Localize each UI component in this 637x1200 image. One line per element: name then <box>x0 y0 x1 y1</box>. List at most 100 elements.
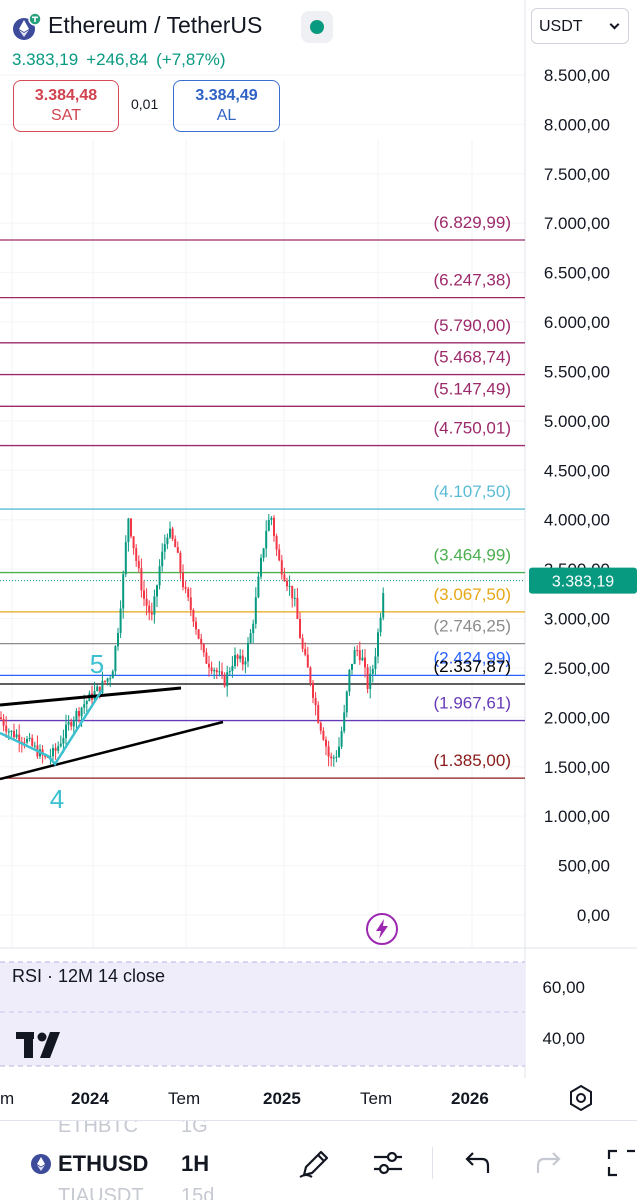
candle-body <box>166 537 169 545</box>
trend-line-upper[interactable] <box>0 686 182 707</box>
live-status-icon[interactable] <box>301 11 333 43</box>
symbol-selector[interactable]: ETHUSD <box>58 1151 149 1176</box>
currency-select[interactable]: USDT <box>531 8 629 44</box>
candle-body <box>260 557 262 577</box>
candle-body <box>288 585 291 587</box>
candle-body <box>7 731 10 733</box>
last-price-tag <box>529 567 637 594</box>
candle-body <box>325 739 327 747</box>
candle-body <box>75 711 78 721</box>
time-axis[interactable]: m 2024 Tem 2025 Tem 2026 <box>0 1078 637 1120</box>
candle-body <box>228 671 231 673</box>
candle-body <box>67 722 70 725</box>
fib-level-label: (1.385,00) <box>434 751 512 770</box>
undo-icon[interactable] <box>458 1145 494 1181</box>
fib-level-label: (3.464,99) <box>434 546 512 565</box>
lightning-icon[interactable] <box>365 912 399 946</box>
candle-body <box>145 598 148 606</box>
interval-selector[interactable]: 1H <box>181 1151 210 1176</box>
rsi-title[interactable]: RSI · 12M 14 close <box>8 964 170 989</box>
fib-level-label: (1.967,61) <box>434 694 512 713</box>
tradingview-logo <box>16 1032 60 1058</box>
candle-body <box>249 633 252 643</box>
candle-body <box>377 632 379 657</box>
candle-body <box>44 755 47 757</box>
candle-body <box>114 646 117 672</box>
candle-body <box>358 650 361 661</box>
pencil-icon[interactable] <box>296 1145 332 1181</box>
candle-body <box>111 671 114 679</box>
price-axis-label: 0,00 <box>577 906 610 925</box>
ethereum-tether-logo <box>13 12 42 40</box>
candle-body <box>252 623 255 634</box>
hexagon-settings-icon[interactable] <box>566 1083 596 1113</box>
time-label: Tem <box>360 1089 393 1108</box>
candle-body <box>15 734 18 738</box>
trend-line-lower[interactable] <box>0 720 224 781</box>
candle-body <box>270 517 273 520</box>
candle-body <box>109 678 112 680</box>
candle-body <box>257 576 260 598</box>
price-change: +246,84 <box>86 50 149 69</box>
ethereum-icon <box>31 1154 51 1174</box>
pair-title[interactable]: Ethereum / TetherUS <box>48 12 263 38</box>
price-axis-label: 4.500,00 <box>544 461 610 480</box>
price-axis-label: 5.500,00 <box>544 362 610 381</box>
time-label: m <box>0 1089 15 1108</box>
candle-body <box>182 572 184 588</box>
candle-body <box>369 673 372 689</box>
price-axis-label: 2.500,00 <box>544 659 610 678</box>
candle-body <box>127 518 130 543</box>
fib-level-label: (2.337,87) <box>434 657 512 676</box>
candle-body <box>200 638 203 645</box>
candle-body <box>31 737 34 746</box>
sliders-icon[interactable] <box>370 1145 406 1181</box>
candle-body <box>267 519 270 531</box>
candle-body <box>215 670 218 673</box>
candle-body <box>161 551 164 567</box>
candle-body <box>122 574 125 609</box>
elliott-wave-line[interactable] <box>0 689 104 767</box>
chart-header: Ethereum / TetherUS 3.383,19 +246,84 (+7,8… <box>0 0 637 140</box>
ghost-symbol-prev[interactable]: ETHBTC <box>58 1120 138 1137</box>
candle-body <box>18 734 21 742</box>
fib-level-label: (4.750,01) <box>434 419 512 438</box>
candle-body <box>286 580 288 587</box>
buy-label: AL <box>216 107 237 124</box>
wave-label-5: 5 <box>90 649 104 679</box>
candle-body <box>301 638 304 649</box>
chart-area[interactable]: 8.500,00 8.000,00 7.500,00 7.000,00 6.500,00… <box>0 0 637 1078</box>
candle-body <box>140 568 143 591</box>
sell-price: 3.384,48 <box>34 87 98 104</box>
redo-icon[interactable] <box>532 1145 568 1181</box>
buy-button[interactable]: 3.384,49 AL <box>173 80 280 132</box>
price-axis-label: 8.500,00 <box>544 66 610 85</box>
fib-level-label: (5.468,74) <box>434 348 512 367</box>
candle-body <box>153 596 156 615</box>
candle-body <box>244 661 247 665</box>
candle-body <box>135 548 138 561</box>
live-dot <box>310 20 324 34</box>
sell-button[interactable]: 3.384,48 SAT <box>13 80 119 132</box>
candle-body <box>150 612 153 615</box>
candle-body <box>275 536 278 550</box>
candle-body <box>330 756 333 759</box>
fib-level-label: (6.829,99) <box>434 213 512 232</box>
ghost-interval-next[interactable]: 15d <box>181 1185 215 1200</box>
candle-body <box>57 746 60 751</box>
candle-body <box>10 730 13 732</box>
candle-body <box>202 644 205 653</box>
price-line: 3.383,19 +246,84 (+7,87%) <box>12 50 234 70</box>
candle-body <box>104 680 106 682</box>
candle-body <box>59 743 62 747</box>
time-label: 2025 <box>263 1089 301 1108</box>
candle-body <box>351 663 353 670</box>
fullscreen-icon[interactable] <box>601 1145 637 1181</box>
ghost-symbol-next[interactable]: TIAUSDT <box>58 1185 144 1200</box>
ghost-interval-prev[interactable]: 1G <box>181 1120 208 1137</box>
rsi-axis-label: 60,00 <box>542 978 585 997</box>
sell-label: SAT <box>51 107 81 124</box>
candle-body <box>174 538 177 548</box>
candle-body <box>371 668 374 674</box>
candle-body <box>137 560 140 569</box>
